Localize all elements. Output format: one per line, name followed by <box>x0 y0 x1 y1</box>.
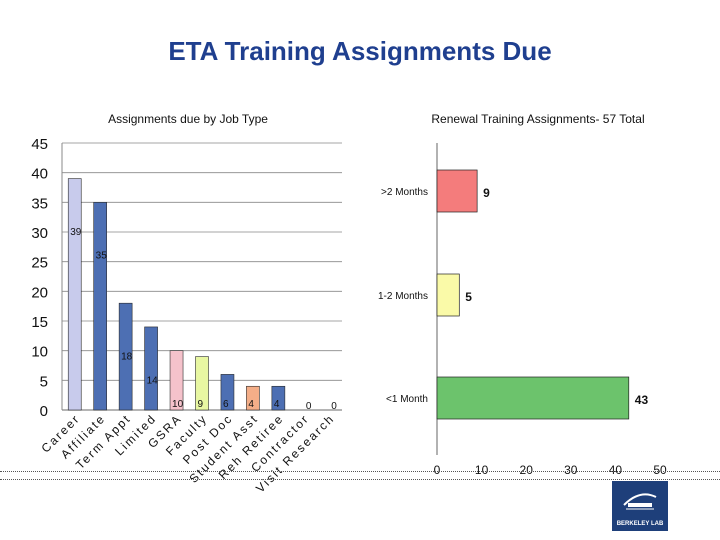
x-tick-label: 20 <box>520 463 534 477</box>
x-tick-label: 0 <box>434 463 441 477</box>
bar-value-label: 14 <box>147 375 159 386</box>
bar-value-label: 0 <box>331 401 337 412</box>
job-type-bar-chart: Assignments due by Job Type 0 5 10 15 20 25 30 3… <box>31 112 342 495</box>
bar <box>144 326 158 411</box>
x-tick-label: 50 <box>653 463 667 477</box>
y-tick-label: 45 <box>31 136 48 153</box>
bar <box>220 374 235 411</box>
bar-value-label: 6 <box>223 399 229 410</box>
x-tick-label: 40 <box>609 463 623 477</box>
bar-value-label: 39 <box>70 227 82 238</box>
y-tick-label: 25 <box>31 255 48 272</box>
y-tick-label: 35 <box>31 195 48 212</box>
y-tick-label: 15 <box>31 314 48 331</box>
left-chart-title: Assignments due by Job Type <box>108 112 268 126</box>
y-tick-label: 0 <box>40 403 48 420</box>
bar <box>271 385 286 411</box>
bar-value-label: 9 <box>483 186 490 200</box>
bar <box>169 350 184 411</box>
y-tick-label: 5 <box>40 373 48 390</box>
lab-building-icon <box>623 493 657 510</box>
bar-value-label: 4 <box>248 399 254 410</box>
bar-value-label: 43 <box>635 393 649 407</box>
category-label: >2 Months <box>381 187 428 198</box>
bar-value-label: 10 <box>172 399 184 410</box>
bar-value-label: 9 <box>198 399 204 410</box>
renewal-bar-chart: Renewal Training Assignments- 57 Total >2… <box>378 112 667 477</box>
bar <box>118 302 133 411</box>
y-tick-label: 10 <box>31 344 48 361</box>
hbar <box>436 376 630 420</box>
x-tick-label: 30 <box>564 463 578 477</box>
bar-value-label: 18 <box>121 352 133 363</box>
hbar <box>436 169 478 213</box>
berkeley-lab-logo: BERKELEY LAB <box>612 481 668 531</box>
top-divider <box>0 471 720 472</box>
y-tick-label: 40 <box>31 166 48 183</box>
category-label: 1-2 Months <box>378 291 428 302</box>
y-tick-label: 30 <box>31 225 48 242</box>
hbar <box>436 273 460 317</box>
slide-title: ETA Training Assignments Due <box>168 36 552 66</box>
x-tick-label: 10 <box>475 463 489 477</box>
bar-value-label: 4 <box>274 399 280 410</box>
bar-value-label: 5 <box>465 290 472 304</box>
bar <box>67 178 82 411</box>
bar-value-label: 0 <box>306 401 312 412</box>
y-tick-label: 20 <box>31 284 48 301</box>
logo-text: BERKELEY LAB <box>616 521 664 527</box>
category-label: <1 Month <box>386 394 428 405</box>
bar <box>93 202 107 411</box>
bottom-divider <box>0 479 720 480</box>
bar <box>246 385 260 411</box>
bar <box>195 356 209 411</box>
bar-value-label: 35 <box>96 251 108 262</box>
right-chart-title: Renewal Training Assignments- 57 Total <box>431 112 644 126</box>
